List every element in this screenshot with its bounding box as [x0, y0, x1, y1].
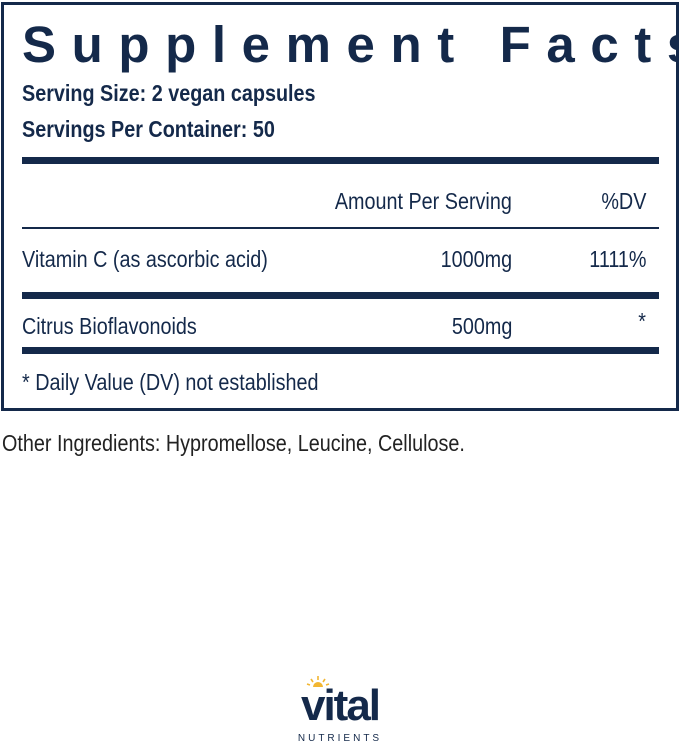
row-amount: 1000mg [440, 246, 512, 272]
panel-title: Supplement Facts [22, 16, 679, 73]
footnote: * Daily Value (DV) not established [22, 369, 319, 395]
brand-logo: vital NUTRIENTS [279, 675, 401, 744]
supplement-facts-panel: Supplement Facts Serving Size: 2 vegan c… [1, 2, 679, 411]
divider-thick [22, 292, 659, 299]
row-name: Vitamin C (as ascorbic acid) [22, 246, 268, 272]
serving-size: Serving Size: 2 vegan capsules [22, 80, 316, 106]
row-amount: 500mg [451, 313, 512, 339]
divider-thick [22, 157, 659, 164]
row-dv: * [638, 308, 646, 334]
brand-name: vital [301, 681, 379, 730]
sun-icon: vital NUTRIENTS [298, 676, 382, 744]
servings-per-container: Servings Per Container: 50 [22, 116, 275, 142]
amount-header: Amount Per Serving [334, 188, 512, 214]
row-name: Citrus Bioflavonoids [22, 313, 197, 339]
divider-thick [22, 347, 659, 354]
dv-header: %DV [600, 188, 646, 214]
row-dv: 1111% [588, 246, 646, 272]
other-ingredients: Other Ingredients: Hypromellose, Leucine… [2, 430, 465, 456]
brand-tagline: NUTRIENTS [298, 733, 382, 743]
divider-thin [22, 227, 659, 229]
